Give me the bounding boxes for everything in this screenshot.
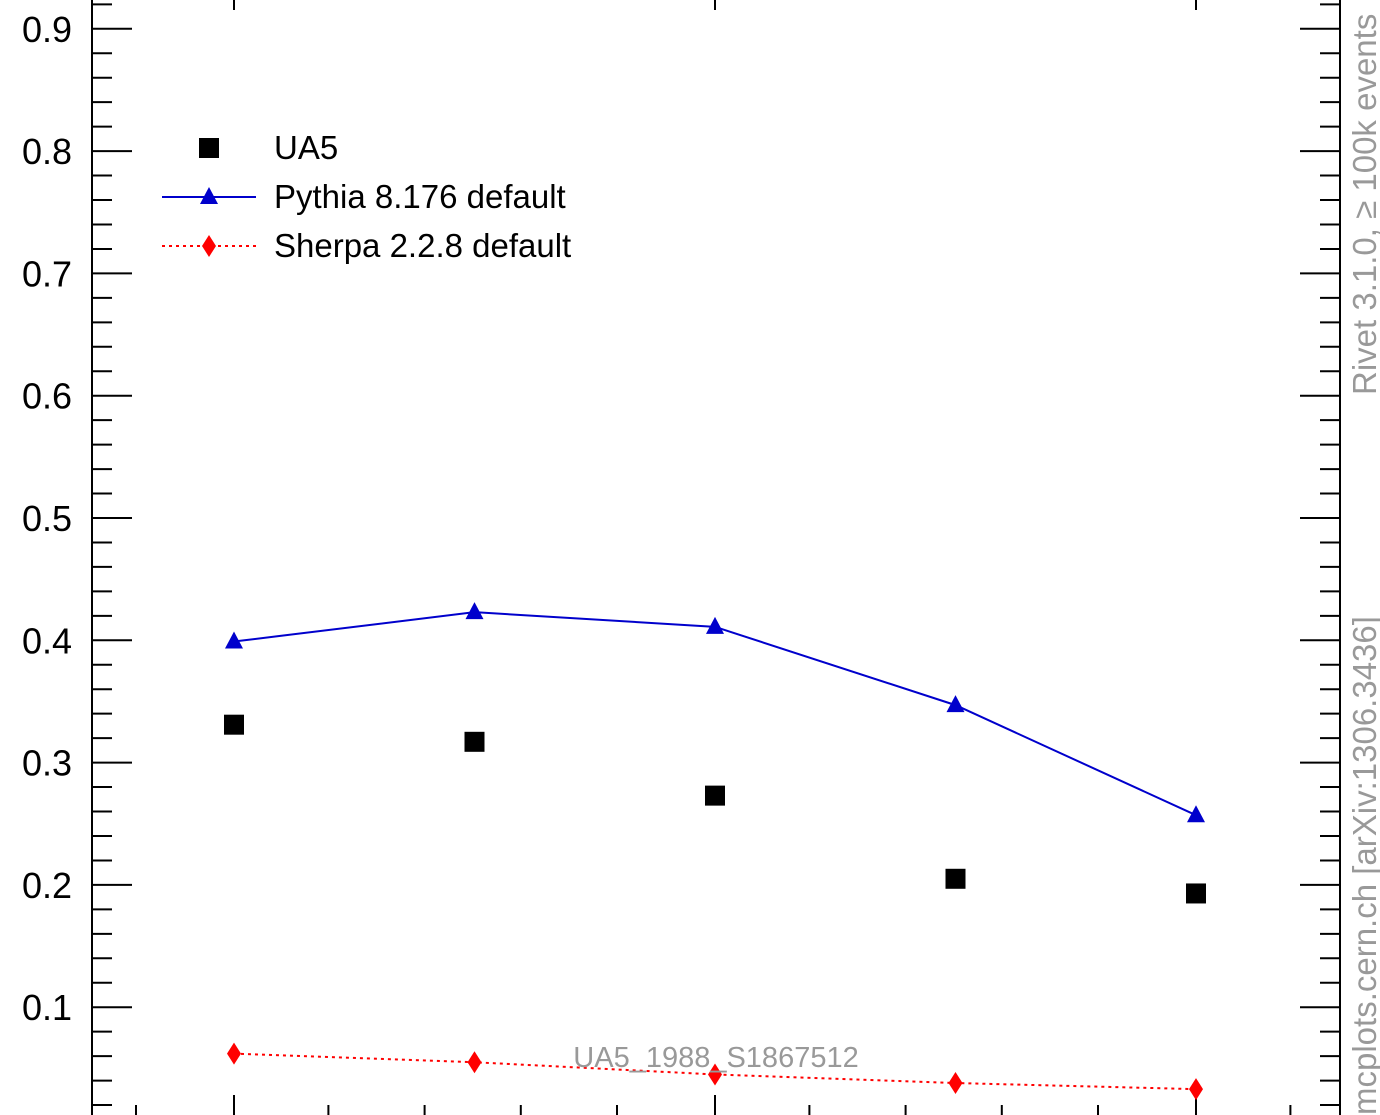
- y-tick-label: 0.9: [22, 9, 72, 50]
- y-tick-labels: 0.9 0.8 0.7 0.6 0.5 0.4 0.3 0.2 0.1 0: [22, 9, 72, 1115]
- data-point: [225, 631, 243, 649]
- data-point: [227, 1042, 241, 1065]
- data-point: [224, 714, 244, 735]
- y-tick-label: 0.2: [22, 865, 72, 906]
- side-label-mcplots: mcplots.cern.ch [arXiv:1306.3436]: [1346, 616, 1380, 1115]
- data-point: [464, 731, 485, 752]
- side-label-rivet: Rivet 3.1.0, ≥ 100k events: [1346, 14, 1380, 395]
- data-point: [708, 1063, 722, 1086]
- analysis-annotation: UA5_1988_S1867512: [573, 1042, 858, 1074]
- series-triangle: [225, 602, 1205, 823]
- legend-marker: [199, 138, 219, 158]
- data-series: [224, 602, 1206, 1101]
- y-tick-label: 0.4: [22, 620, 72, 661]
- data-point: [1187, 805, 1205, 823]
- legend-label: Sherpa 2.2.8 default: [274, 227, 571, 264]
- y-tick-label: 0.8: [22, 131, 72, 172]
- plot-frame: [91, 0, 1341, 1115]
- data-point: [467, 1051, 482, 1074]
- legend-marker: [200, 187, 218, 204]
- data-point: [946, 695, 965, 713]
- data-point: [706, 616, 724, 634]
- data-point: [465, 602, 484, 620]
- y-tick-label: 0.5: [22, 498, 72, 539]
- legend: UA5 Pythia 8.176 default Sherpa 2.2.8 defa…: [162, 129, 571, 264]
- data-point: [705, 785, 725, 806]
- y-tick-label: 0.7: [22, 253, 72, 294]
- y-tick-label: 0.1: [22, 987, 72, 1028]
- axis-ticks: [92, 0, 1340, 1115]
- series-line: [233, 611, 1197, 817]
- data-point: [1186, 883, 1206, 904]
- y-tick-label: 0.6: [22, 376, 72, 417]
- series-diamond: [227, 1042, 1203, 1101]
- legend-label: Pythia 8.176 default: [274, 178, 566, 215]
- y-tick-label: 0.3: [22, 743, 72, 784]
- series-square: [224, 714, 1206, 904]
- data-point: [948, 1072, 963, 1095]
- y-tick-label: 0: [52, 1110, 72, 1115]
- data-point: [945, 868, 966, 889]
- legend-marker: [202, 235, 216, 257]
- legend-label: UA5: [274, 129, 338, 166]
- data-point: [1189, 1078, 1203, 1101]
